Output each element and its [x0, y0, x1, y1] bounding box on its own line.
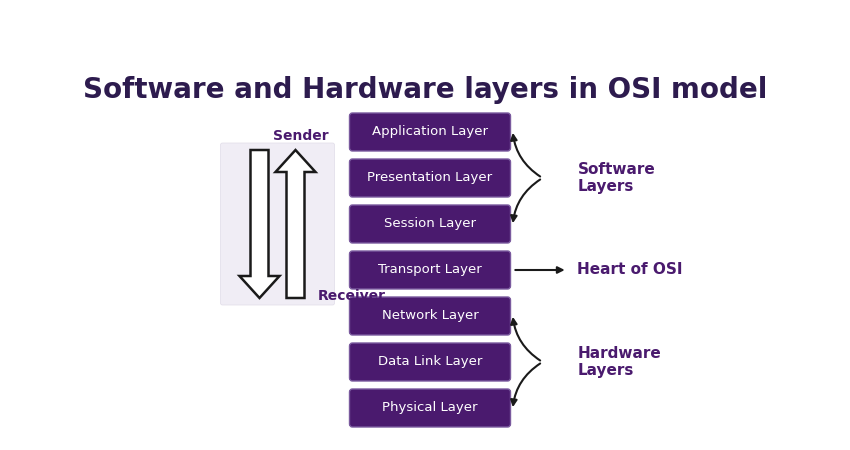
Text: Presentation Layer: Presentation Layer: [367, 171, 492, 184]
Text: Software and Hardware layers in OSI model: Software and Hardware layers in OSI mode…: [82, 76, 768, 104]
FancyBboxPatch shape: [349, 297, 511, 335]
Text: Software
Layers: Software Layers: [577, 162, 655, 194]
Text: Transport Layer: Transport Layer: [378, 264, 482, 276]
Text: Sender: Sender: [273, 129, 328, 143]
Text: Hardware
Layers: Hardware Layers: [577, 346, 661, 378]
Text: Application Layer: Application Layer: [372, 126, 488, 139]
Text: Network Layer: Network Layer: [382, 310, 479, 323]
FancyBboxPatch shape: [349, 389, 511, 427]
FancyBboxPatch shape: [349, 159, 511, 197]
Text: Heart of OSI: Heart of OSI: [577, 262, 683, 278]
FancyBboxPatch shape: [220, 143, 335, 305]
Text: Physical Layer: Physical Layer: [382, 401, 478, 414]
Text: Data Link Layer: Data Link Layer: [377, 356, 482, 369]
Text: knowledgeacademy: knowledgeacademy: [686, 21, 824, 33]
Polygon shape: [275, 150, 315, 298]
Text: Session Layer: Session Layer: [384, 217, 476, 230]
Text: Receiver: Receiver: [318, 289, 386, 303]
FancyBboxPatch shape: [349, 113, 511, 151]
FancyBboxPatch shape: [349, 251, 511, 289]
Polygon shape: [240, 150, 280, 298]
FancyBboxPatch shape: [349, 205, 511, 243]
Text: the: the: [668, 15, 684, 26]
FancyBboxPatch shape: [349, 343, 511, 381]
